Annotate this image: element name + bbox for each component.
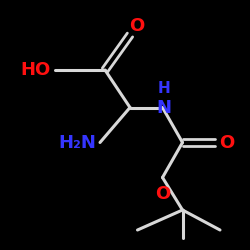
Text: O: O	[218, 134, 234, 152]
Text: N: N	[156, 99, 171, 117]
Text: O: O	[128, 17, 144, 35]
Text: O: O	[155, 185, 170, 203]
Text: H: H	[158, 81, 170, 96]
Text: HO: HO	[20, 61, 50, 79]
Text: H₂N: H₂N	[58, 134, 96, 152]
